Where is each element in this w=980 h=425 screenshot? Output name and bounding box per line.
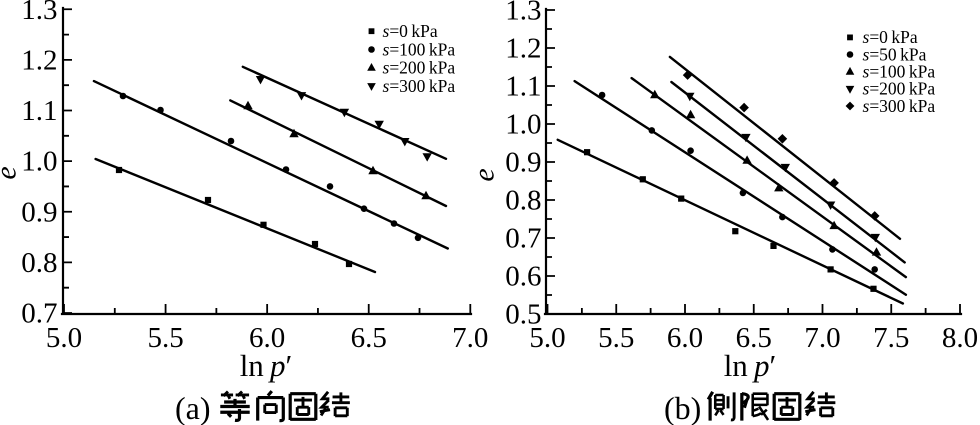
svg-text:1.1: 1.1: [21, 95, 57, 127]
svg-text:1.0: 1.0: [505, 109, 541, 141]
svg-text:1.1: 1.1: [505, 71, 541, 103]
svg-text:0.9: 0.9: [21, 196, 57, 228]
svg-text:0.5: 0.5: [505, 299, 541, 331]
svg-text:s=200 kPa: s=200 kPa: [383, 58, 456, 78]
svg-text:s=100 kPa: s=100 kPa: [863, 62, 936, 82]
svg-text:1.2: 1.2: [21, 44, 57, 76]
svg-text:0.7: 0.7: [21, 298, 57, 330]
svg-text:7.0: 7.0: [804, 322, 840, 354]
svg-text:s=100 kPa: s=100 kPa: [383, 39, 456, 59]
svg-text:6.0: 6.0: [249, 322, 285, 354]
svg-text:1.3: 1.3: [505, 0, 541, 27]
svg-text:ln p′: ln p′: [240, 348, 293, 383]
svg-text:e: e: [0, 166, 23, 179]
svg-text:5.0: 5.0: [46, 322, 82, 354]
svg-text:7.0: 7.0: [452, 322, 488, 354]
svg-text:(b): (b): [664, 390, 701, 425]
svg-text:0.8: 0.8: [21, 247, 57, 279]
svg-text:0.9: 0.9: [505, 147, 541, 179]
svg-text:5.5: 5.5: [147, 322, 183, 354]
svg-text:5.0: 5.0: [529, 322, 565, 354]
svg-text:0.6: 0.6: [505, 261, 541, 293]
svg-text:s=0 kPa: s=0 kPa: [383, 21, 438, 41]
svg-text:0.8: 0.8: [505, 185, 541, 217]
svg-text:6.0: 6.0: [667, 322, 703, 354]
svg-text:1.2: 1.2: [505, 33, 541, 65]
svg-text:5.5: 5.5: [598, 322, 634, 354]
svg-text:8.0: 8.0: [942, 322, 978, 354]
svg-text:s=300 kPa: s=300 kPa: [863, 96, 936, 116]
svg-text:7.5: 7.5: [873, 322, 909, 354]
svg-text:e: e: [468, 168, 501, 181]
svg-text:s=200 kPa: s=200 kPa: [863, 79, 936, 99]
svg-text:1.0: 1.0: [21, 146, 57, 178]
svg-text:6.5: 6.5: [351, 322, 387, 354]
svg-text:1.3: 1.3: [21, 0, 57, 26]
svg-text:0.7: 0.7: [505, 223, 541, 255]
svg-text:s=0 kPa: s=0 kPa: [863, 27, 918, 47]
svg-text:(a): (a): [175, 390, 211, 425]
svg-text:s=50 kPa: s=50 kPa: [863, 44, 927, 64]
svg-text:ln p′: ln p′: [724, 348, 777, 383]
svg-text:6.5: 6.5: [736, 322, 772, 354]
svg-text:s=300 kPa: s=300 kPa: [383, 76, 456, 96]
